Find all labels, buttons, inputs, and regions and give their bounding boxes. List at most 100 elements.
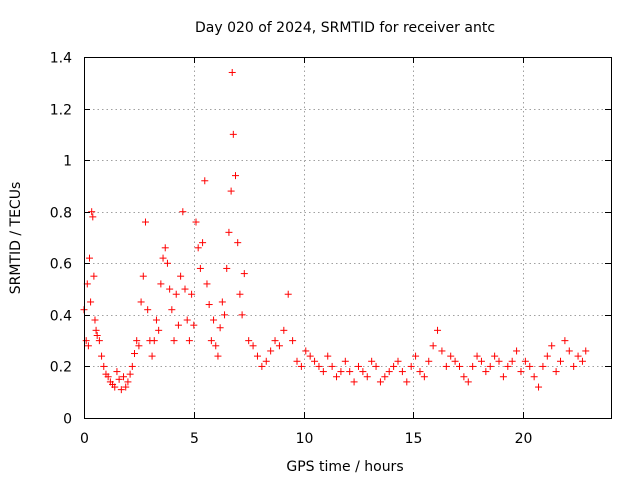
data-point (258, 362, 266, 370)
data-point (181, 285, 189, 293)
data-point (100, 362, 108, 370)
y-tick-label: 1.4 (50, 51, 72, 67)
data-point (205, 301, 213, 309)
data-point (170, 337, 178, 345)
data-point (267, 347, 275, 355)
y-axis-label: SRMTID / TECUs (8, 182, 24, 295)
data-point (89, 213, 97, 221)
data-point (455, 362, 463, 370)
data-point (232, 172, 240, 180)
data-point (337, 368, 345, 376)
data-point (93, 331, 101, 339)
x-tick-labels: 0 5 10 15 20 (80, 431, 532, 447)
data-point (438, 347, 446, 355)
data-point (126, 370, 134, 378)
data-point (194, 244, 202, 252)
data-point (92, 326, 100, 334)
y-tick-label: 1.2 (50, 103, 72, 119)
data-point (111, 383, 119, 391)
data-point (223, 264, 231, 272)
data-point (539, 362, 547, 370)
data-point (469, 362, 477, 370)
data-point (390, 362, 398, 370)
data-point (88, 208, 96, 216)
data-point (199, 239, 207, 247)
data-point (543, 352, 551, 360)
x-tick-label: 5 (190, 431, 199, 447)
data-point (148, 352, 156, 360)
data-point (168, 306, 176, 314)
data-point (319, 368, 327, 376)
data-point (238, 311, 246, 319)
data-point (368, 357, 376, 365)
data-point (289, 337, 297, 345)
data-point (293, 357, 301, 365)
data-point (464, 378, 472, 386)
data-point (521, 357, 529, 365)
data-point (216, 324, 224, 332)
data-point (113, 368, 121, 376)
data-point (210, 316, 218, 324)
data-point (434, 326, 442, 334)
data-point (517, 368, 525, 376)
data-point (87, 298, 95, 306)
data-point (120, 373, 128, 381)
data-point (262, 357, 270, 365)
data-point (284, 290, 292, 298)
data-point (133, 337, 141, 345)
data-point (578, 357, 586, 365)
data-point (495, 357, 503, 365)
data-point (253, 352, 261, 360)
data-point (218, 298, 226, 306)
data-point (491, 352, 499, 360)
data-point (565, 347, 573, 355)
data-point (328, 362, 336, 370)
data-point (271, 337, 279, 345)
data-point (139, 272, 147, 280)
data-point (183, 316, 191, 324)
data-point (556, 357, 564, 365)
data-point (425, 357, 433, 365)
data-point (324, 352, 332, 360)
data-point (442, 362, 450, 370)
data-point (477, 357, 485, 365)
data-point (155, 326, 163, 334)
data-point (157, 280, 165, 288)
data-point (398, 368, 406, 376)
data-point (236, 290, 244, 298)
data-point (341, 357, 349, 365)
x-tick-label: 15 (405, 431, 423, 447)
data-point (548, 342, 556, 350)
data-point (297, 362, 305, 370)
plot-frame (84, 57, 612, 419)
data-point (473, 352, 481, 360)
data-point (82, 337, 90, 345)
data-point (196, 264, 204, 272)
data-point (122, 383, 130, 391)
data-point (508, 357, 516, 365)
grid (84, 57, 611, 418)
data-point (403, 378, 411, 386)
data-point (561, 337, 569, 345)
data-point (451, 357, 459, 365)
data-point (166, 285, 174, 293)
data-point (513, 347, 521, 355)
data-point (85, 254, 93, 262)
data-point (394, 357, 402, 365)
data-point (221, 311, 229, 319)
x-axis-label: GPS time / hours (286, 459, 403, 475)
data-point (280, 326, 288, 334)
data-points (80, 68, 590, 394)
data-point (229, 130, 237, 138)
data-point (570, 362, 578, 370)
data-point (98, 352, 106, 360)
data-point (115, 375, 123, 383)
data-point (376, 378, 384, 386)
data-point (91, 316, 99, 324)
x-tick-label: 0 (80, 431, 89, 447)
y-tick-label: 0 (63, 412, 72, 428)
data-point (150, 337, 158, 345)
axis-ticks (84, 57, 611, 419)
